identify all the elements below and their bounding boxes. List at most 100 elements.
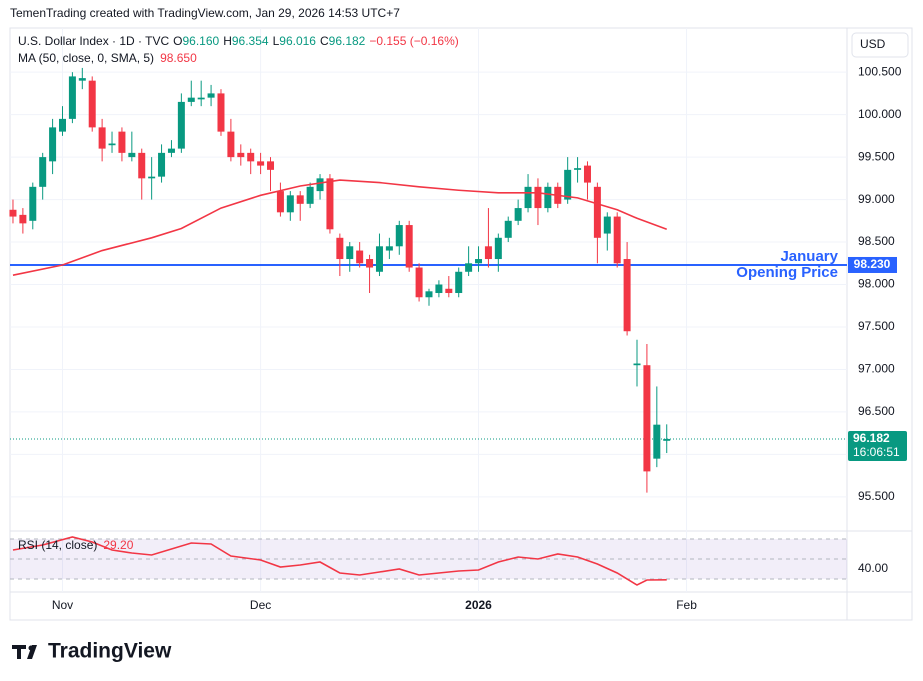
footer-brand: TradingView xyxy=(48,640,172,663)
candle-body xyxy=(593,186,601,238)
last-price-tag xyxy=(848,430,907,461)
candle-body xyxy=(375,246,383,272)
candle-body xyxy=(237,152,245,158)
price-tag xyxy=(848,256,897,273)
candle-body xyxy=(583,165,591,183)
legend-l: L xyxy=(273,34,280,48)
candle-body xyxy=(425,291,433,298)
candle-body xyxy=(633,363,641,366)
candle-body xyxy=(385,246,393,251)
candle-body xyxy=(158,152,166,177)
rsi-name: RSI (14, close) xyxy=(18,538,97,552)
y-tick-label: 95.500 xyxy=(858,489,895,503)
candle-body xyxy=(118,131,126,153)
candle-body xyxy=(494,237,502,260)
y-tick-label: 97.000 xyxy=(858,362,895,376)
candle-body xyxy=(187,97,195,102)
candle-body xyxy=(78,78,86,81)
rsi-line xyxy=(12,536,667,586)
candle-body xyxy=(68,76,76,119)
legend-symbol: U.S. Dollar Index · 1D · TVC xyxy=(18,34,169,48)
candle-body xyxy=(217,93,225,132)
candle-body xyxy=(395,225,403,247)
candle-body xyxy=(207,93,215,98)
candle-body xyxy=(296,195,304,204)
x-tick-label: Nov xyxy=(52,598,73,612)
legend-open: 96.160 xyxy=(183,34,220,48)
candle-body xyxy=(366,259,374,268)
y-tick-label: 99.500 xyxy=(858,149,895,163)
candle-body xyxy=(524,186,532,209)
candle-body xyxy=(653,424,661,459)
ma-legend: MA (50, close, 0, SMA, 5) 98.650 xyxy=(18,51,197,65)
candle-body xyxy=(276,191,284,213)
legend-o: O xyxy=(173,34,182,48)
ma-line xyxy=(12,179,668,276)
currency: USD xyxy=(860,37,886,51)
y-tick-label: 96.500 xyxy=(858,404,895,418)
candle-body xyxy=(504,220,512,238)
header: TemenTrading created with TradingView.co… xyxy=(10,6,400,20)
y-tick-label: 100.000 xyxy=(858,107,902,121)
candle-body xyxy=(544,186,552,209)
candle-body xyxy=(108,143,116,146)
legend-h: H xyxy=(223,34,232,48)
candle-body xyxy=(306,186,314,204)
x-tick-label: 2026 xyxy=(465,598,492,612)
candle-body xyxy=(663,438,671,441)
candle-body xyxy=(88,80,96,128)
candle-body xyxy=(148,176,156,179)
legend-high: 96.354 xyxy=(232,34,269,48)
annotation: January xyxy=(780,248,838,265)
x-tick-label: Dec xyxy=(250,598,271,612)
annotation: Opening Price xyxy=(736,264,838,281)
legend-change: −0.155 (−0.16%) xyxy=(369,34,458,48)
price-tag-label: 98.230 xyxy=(854,257,891,271)
candle-body xyxy=(445,288,453,294)
candle-body xyxy=(336,237,344,260)
candle-body xyxy=(455,271,463,294)
candle-body xyxy=(128,152,136,158)
candle-body xyxy=(415,267,423,298)
candle-body xyxy=(613,216,621,264)
frame xyxy=(9,27,913,621)
candle-body xyxy=(29,186,37,221)
y-tick-label: 98.000 xyxy=(858,277,895,291)
y-tick-label: 97.500 xyxy=(858,319,895,333)
candle-body xyxy=(484,246,492,260)
countdown: 16:06:51 xyxy=(853,445,900,459)
candle-body xyxy=(257,161,265,166)
candle-body xyxy=(58,118,66,132)
ma-name: MA (50, close, 0, SMA, 5) xyxy=(18,51,154,65)
candle-body xyxy=(574,168,582,170)
ma-value: 98.650 xyxy=(160,51,197,65)
candle-body xyxy=(623,259,631,332)
rsi-tick-label: 40.00 xyxy=(858,561,888,575)
candle-body xyxy=(564,169,572,200)
candle-body xyxy=(177,101,185,149)
candle-body xyxy=(603,216,611,234)
candle-body xyxy=(267,161,275,170)
candle-body xyxy=(465,263,473,272)
currency-button[interactable] xyxy=(851,32,909,58)
rsi-value: 29.20 xyxy=(103,538,133,552)
legend-c: C xyxy=(320,34,329,48)
y-tick-label: 99.000 xyxy=(858,192,895,206)
candle-body xyxy=(514,208,522,221)
candle-body xyxy=(9,209,17,217)
legend-low: 96.016 xyxy=(279,34,316,48)
candle-body xyxy=(167,148,175,153)
candle-body xyxy=(326,178,334,230)
candle-body xyxy=(405,225,413,268)
candle-body xyxy=(98,127,106,149)
candle-body xyxy=(346,246,354,260)
candle-body xyxy=(356,250,364,264)
candle-body xyxy=(39,157,47,187)
logo xyxy=(12,645,37,659)
candle-body xyxy=(286,195,294,213)
candle-body xyxy=(247,152,255,162)
rsi-legend: RSI (14, close) 29.20 xyxy=(18,538,134,552)
legend-close: 96.182 xyxy=(329,34,366,48)
